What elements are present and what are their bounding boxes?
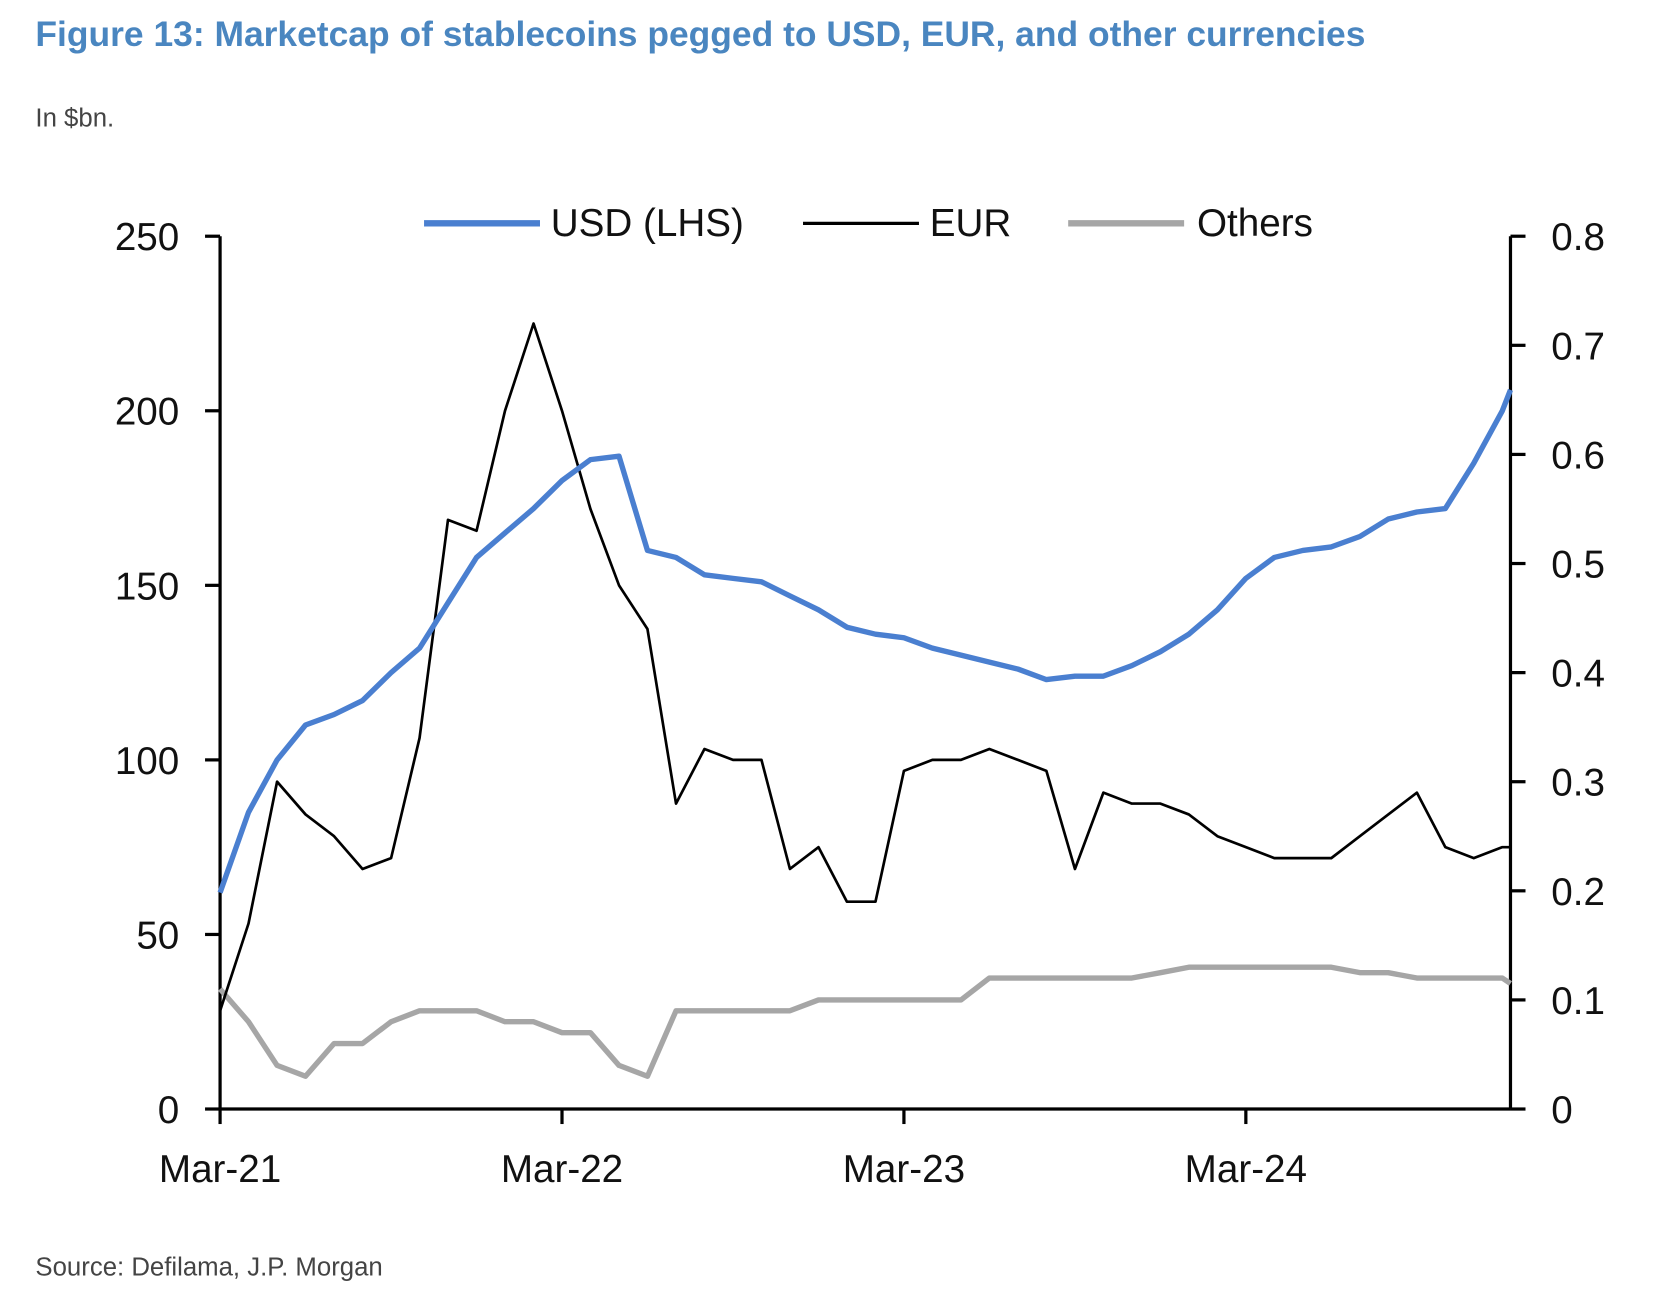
left-tick-label: 250 <box>115 216 179 259</box>
series-line-others <box>218 964 1512 1079</box>
figure-title: Figure 13: Marketcap of stablecoins pegg… <box>35 14 1365 54</box>
right-tick-label: 0.6 <box>1551 434 1605 477</box>
series-line-usd-lhs <box>217 388 1513 894</box>
left-tick-label: 0 <box>158 1089 179 1132</box>
right-tick-label: 0.4 <box>1551 653 1605 696</box>
x-tick-label: Mar-24 <box>1185 1148 1307 1191</box>
x-tick-label: Mar-23 <box>843 1148 965 1191</box>
series-line-eur <box>218 322 1511 1012</box>
source-note: Source: Defilama, J.P. Morgan <box>35 1253 382 1281</box>
legend-label-others: Others <box>1197 202 1313 245</box>
right-tick-label: 0.8 <box>1551 216 1605 259</box>
x-tick-label: Mar-21 <box>159 1148 281 1191</box>
subtitle: In $bn. <box>35 105 114 133</box>
series-lines <box>217 322 1513 1079</box>
right-tick-label: 0.2 <box>1551 871 1605 914</box>
right-tick-label: 0.5 <box>1551 543 1605 586</box>
legend: USD (LHS) EUR Others <box>424 202 1313 245</box>
right-tick-label: 0.1 <box>1551 980 1605 1023</box>
x-tick-label: Mar-22 <box>501 1148 623 1191</box>
legend-label-usd: USD (LHS) <box>551 202 744 245</box>
right-tick-label: 0 <box>1551 1089 1572 1132</box>
left-tick-label: 200 <box>115 391 179 434</box>
left-tick-label: 50 <box>136 914 179 957</box>
right-tick-label: 0.3 <box>1551 762 1605 805</box>
left-tick-label: 100 <box>115 740 179 783</box>
left-tick-label: 150 <box>115 565 179 608</box>
right-tick-label: 0.7 <box>1551 325 1605 368</box>
legend-label-eur: EUR <box>930 202 1012 245</box>
axes: 0 50 100 150 200 250 0 0.1 0.2 0.3 0.4 0.5 0.6 0.7 0.8… <box>115 216 1605 1191</box>
